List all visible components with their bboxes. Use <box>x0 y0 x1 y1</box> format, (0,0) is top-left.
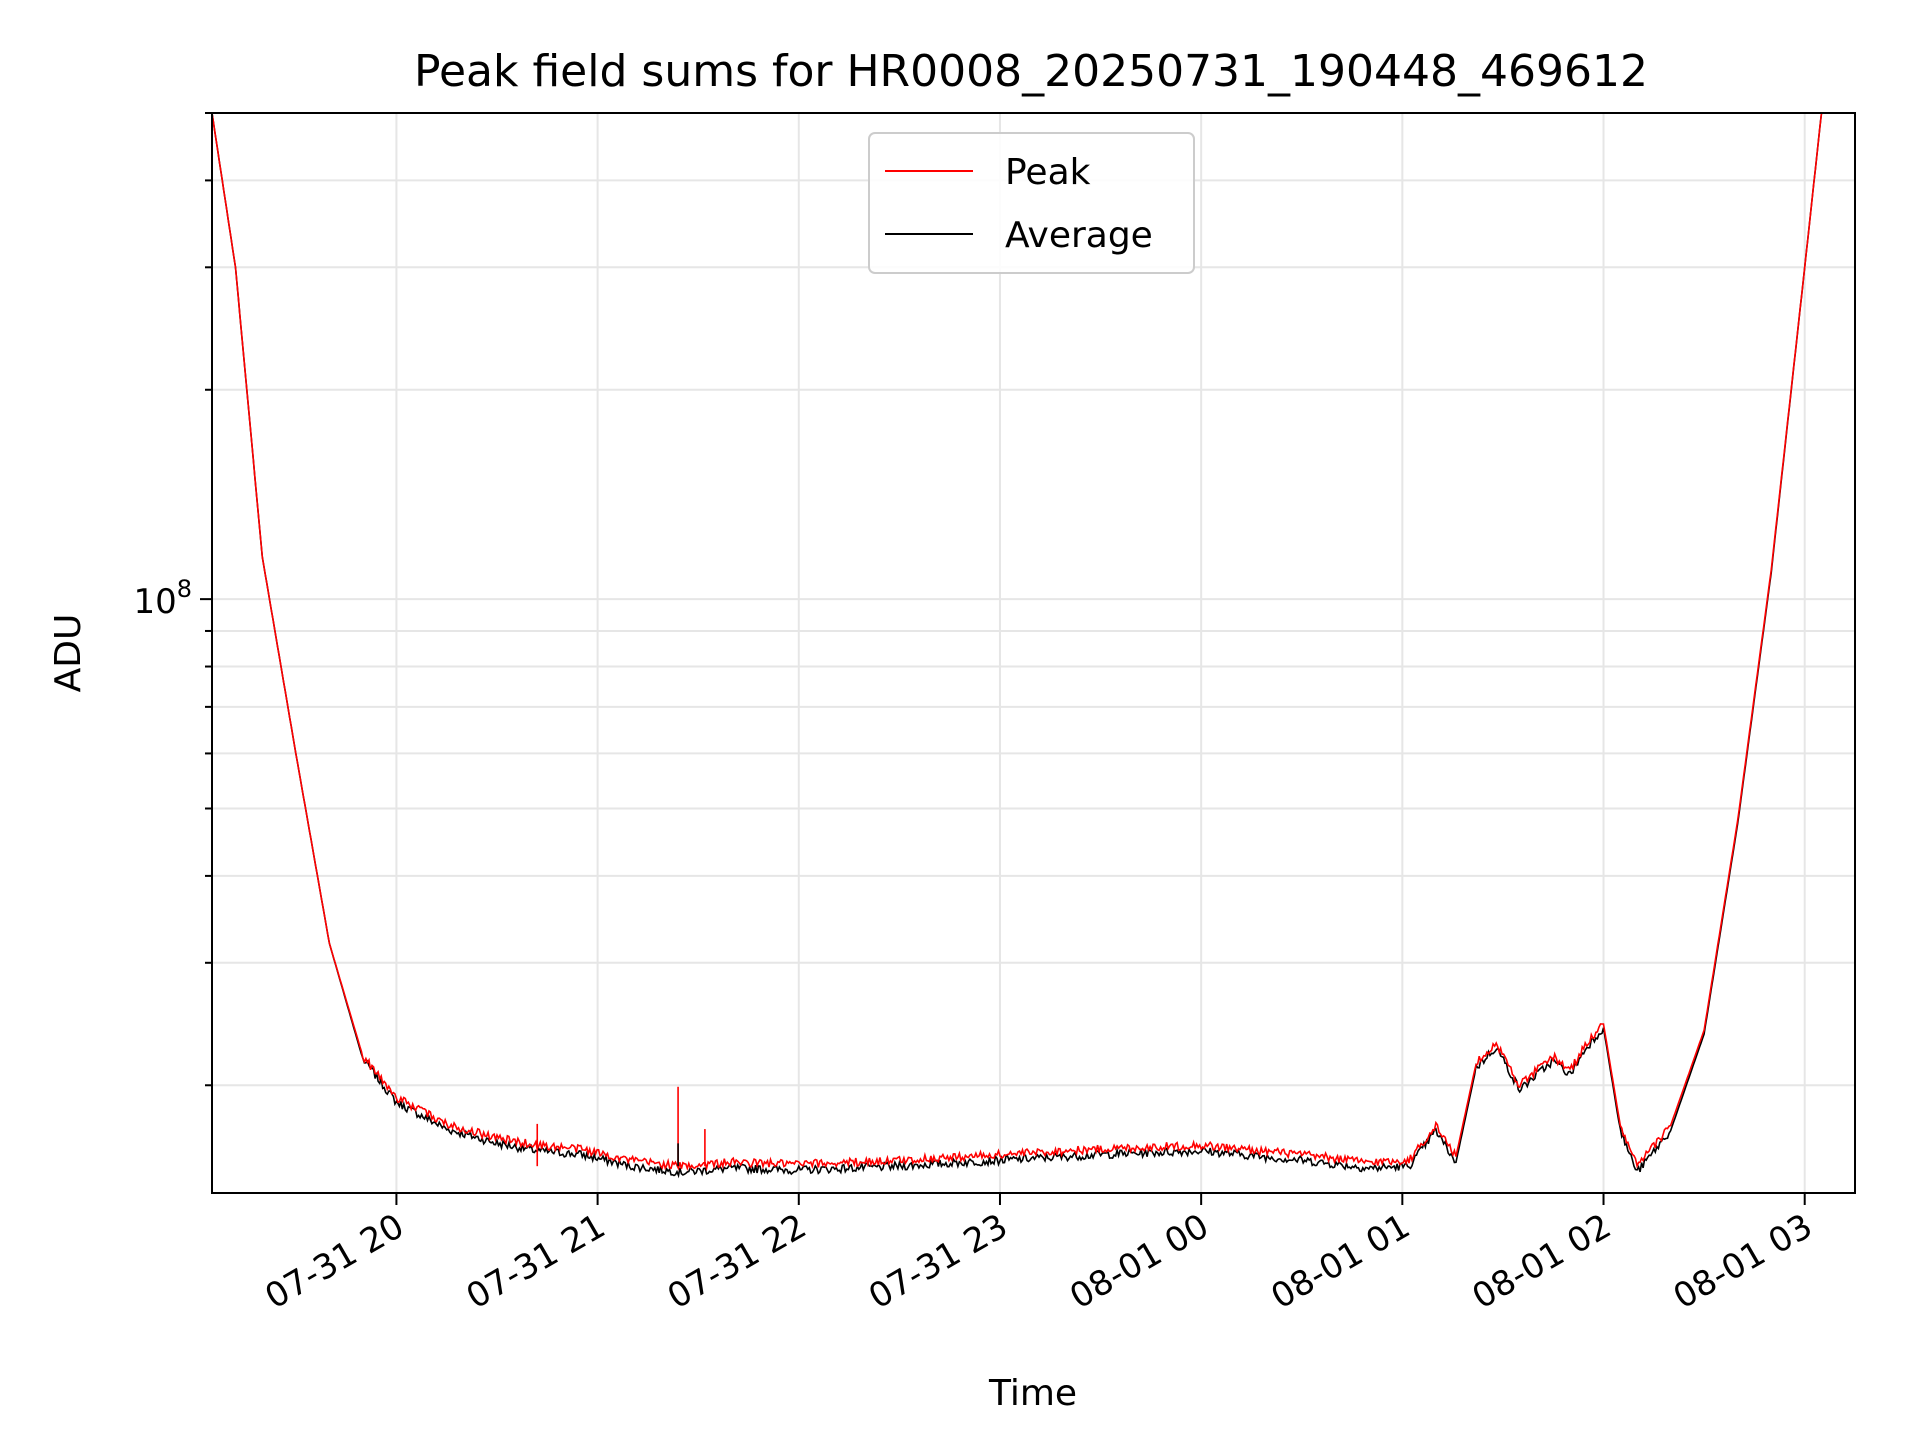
plot-series <box>212 113 1823 1179</box>
y-axis-label: ADU <box>48 614 89 693</box>
y-axis: 108 <box>133 112 212 1087</box>
series-line-average <box>212 113 1823 1179</box>
legend-label: Peak <box>1005 152 1091 193</box>
legend-box <box>868 132 1195 274</box>
chart-title: Peak field sums for HR0008_20250731_1904… <box>414 46 1648 97</box>
plot-frame <box>211 112 1856 1194</box>
series-line-peak <box>212 113 1823 1172</box>
x-axis-label: Time <box>988 1373 1077 1414</box>
legend: Peak Average <box>868 132 1195 274</box>
legend-label: Average <box>1005 215 1153 256</box>
y-tick-label: 108 <box>133 575 192 622</box>
